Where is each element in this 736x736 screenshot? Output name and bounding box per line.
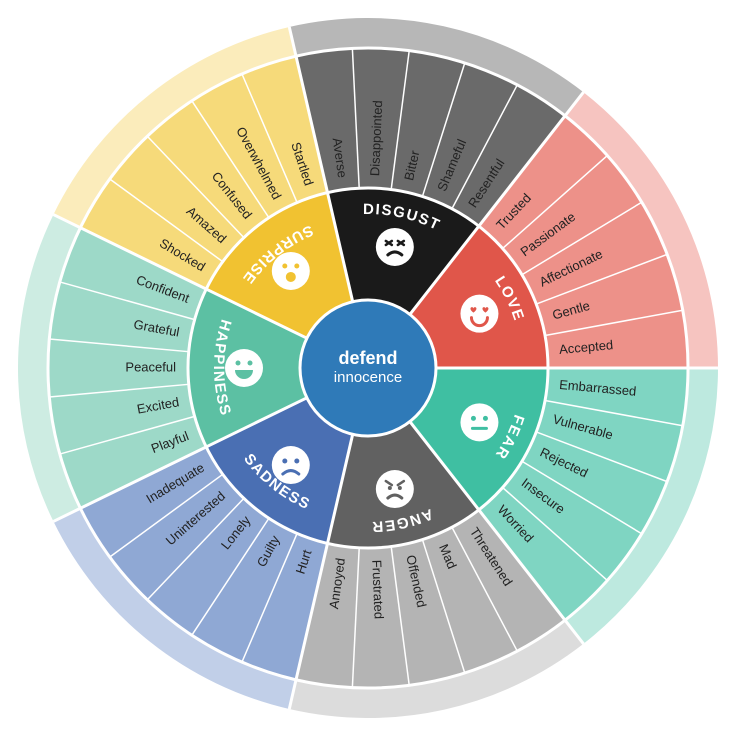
disgust-icon (376, 228, 414, 266)
center-title-bottom: innocence (334, 369, 402, 386)
sad-icon (272, 446, 310, 484)
angry-icon (376, 470, 414, 508)
emotion-wheel: EmbarrassedVulnerableRejectedInsecureWor… (0, 0, 736, 736)
sub-label-frustrated: Frustrated (369, 560, 386, 620)
neutral-icon (460, 403, 498, 441)
surprised-icon (272, 252, 310, 290)
happy-icon (225, 349, 263, 387)
sub-label-disappointed: Disappointed (367, 100, 385, 176)
center-circle (300, 300, 436, 436)
center-title-top: defend (338, 348, 397, 368)
love-icon (460, 295, 498, 333)
sub-label-peaceful: Peaceful (125, 359, 176, 374)
